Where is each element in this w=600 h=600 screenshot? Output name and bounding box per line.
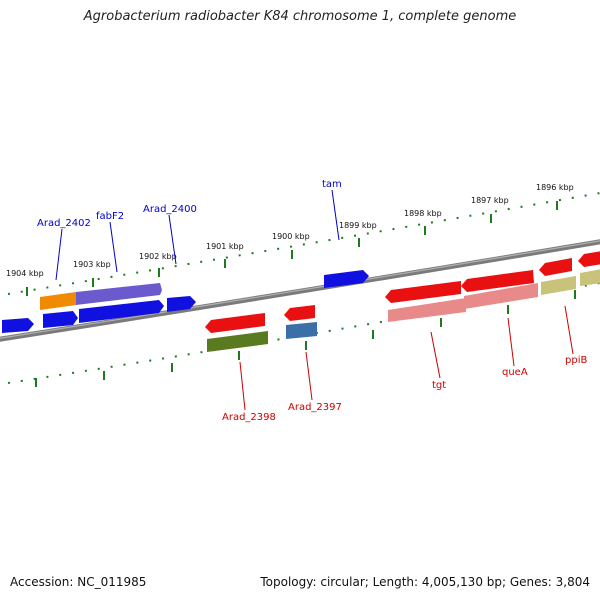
gene-arrow-fwd-2[interactable] — [43, 311, 78, 328]
gene-arrow-rev-4[interactable] — [461, 270, 534, 292]
kbp-label-1900: 1900 kbp — [272, 232, 310, 241]
accession-text: Accession: NC_011985 — [10, 575, 147, 589]
kbp-label-1903: 1903 kbp — [73, 260, 111, 269]
gene-arrow-arad-2400[interactable] — [167, 296, 196, 312]
gene-label-tam: tam — [322, 179, 342, 190]
kbp-label-1897: 1897 kbp — [471, 196, 509, 205]
gene-label-arad-2402: Arad_2402 — [37, 218, 91, 229]
gene-arrow-tgt[interactable] — [388, 298, 466, 322]
gene-label-arad-2397: Arad_2397 — [288, 402, 342, 413]
gene-label-queA: queA — [502, 367, 528, 378]
gene-label-arad-2400: Arad_2400 — [143, 204, 197, 215]
genome-summary-text: Topology: circular; Length: 4,005,130 bp… — [260, 575, 590, 589]
gene-arrow-ppiB[interactable] — [541, 276, 576, 295]
gene-arrow-rev-6[interactable] — [578, 251, 600, 267]
chromosome-backbone-highlight — [0, 240, 600, 339]
gene-label-arad-2398: Arad_2398 — [222, 412, 276, 423]
kbp-label-1904: 1904 kbp — [6, 269, 44, 278]
kbp-label-1899: 1899 kbp — [339, 221, 377, 230]
major-ticks-upper — [26, 201, 558, 296]
gene-arrow-rev-3[interactable] — [385, 281, 461, 303]
gene-label-tgt: tgt — [432, 380, 446, 391]
forward-label-leaders — [55, 189, 340, 281]
gene-arrow-arad-2397[interactable] — [286, 322, 317, 339]
kbp-label-1898: 1898 kbp — [404, 209, 442, 218]
gene-arrow-fwd-3[interactable] — [79, 300, 164, 323]
gene-arrow-rev-7[interactable] — [580, 269, 600, 286]
gene-arrow-rev-1[interactable] — [205, 313, 265, 333]
kbp-label-1901: 1901 kbp — [206, 242, 244, 251]
gene-arrow-fwd-1[interactable] — [2, 318, 34, 333]
chromosome-backbone — [0, 239, 600, 342]
gene-arrow-rev-5[interactable] — [539, 258, 572, 276]
forward-genes — [2, 270, 369, 333]
gene-arrow-fabF2[interactable] — [76, 283, 162, 305]
kbp-label-1896: 1896 kbp — [536, 183, 574, 192]
reverse-genes — [205, 251, 600, 352]
gene-arrow-rev-2[interactable] — [284, 305, 315, 321]
major-ticks-lower — [35, 290, 576, 387]
map-title: Agrobacterium radiobacter K84 chromosome… — [83, 9, 517, 24]
reverse-label-leaders — [239, 305, 574, 411]
gene-label-fabF2: fabF2 — [96, 211, 124, 222]
gene-arrow-arad-2402[interactable] — [40, 292, 76, 310]
kbp-label-1902: 1902 kbp — [139, 252, 177, 261]
gene-arrow-tam[interactable] — [324, 270, 369, 288]
gene-arrow-arad-2398[interactable] — [207, 331, 268, 352]
gene-arrow-queA[interactable] — [464, 283, 538, 309]
gene-label-ppiB: ppiB — [565, 355, 587, 366]
